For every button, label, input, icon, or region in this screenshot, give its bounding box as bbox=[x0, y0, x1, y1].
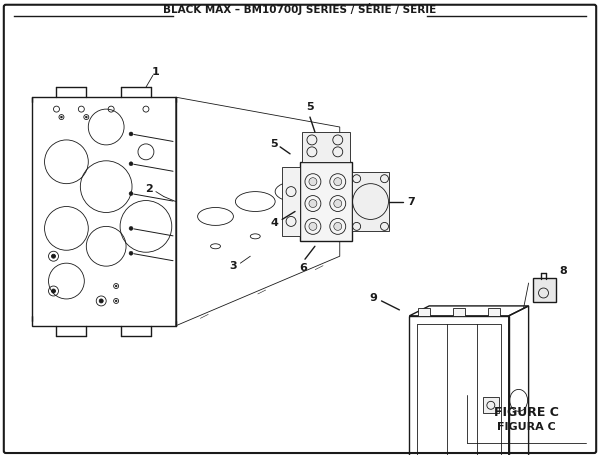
Text: 2: 2 bbox=[145, 184, 153, 194]
FancyBboxPatch shape bbox=[352, 172, 389, 231]
Circle shape bbox=[85, 116, 87, 118]
Circle shape bbox=[129, 132, 133, 136]
FancyBboxPatch shape bbox=[300, 162, 352, 241]
Text: 1: 1 bbox=[152, 67, 160, 77]
FancyBboxPatch shape bbox=[488, 308, 500, 316]
FancyBboxPatch shape bbox=[302, 132, 350, 162]
FancyBboxPatch shape bbox=[282, 167, 300, 236]
Circle shape bbox=[129, 162, 133, 166]
Text: FIGURA C: FIGURA C bbox=[497, 422, 556, 432]
FancyBboxPatch shape bbox=[483, 397, 499, 413]
Text: 8: 8 bbox=[559, 266, 567, 276]
Text: 7: 7 bbox=[407, 197, 415, 207]
Circle shape bbox=[115, 285, 117, 287]
Text: BLACK MAX – BM10700J SERIES / SÉRIE / SERIE: BLACK MAX – BM10700J SERIES / SÉRIE / SE… bbox=[163, 3, 437, 15]
FancyBboxPatch shape bbox=[453, 308, 465, 316]
Text: 5: 5 bbox=[271, 139, 278, 149]
Circle shape bbox=[99, 299, 103, 303]
Circle shape bbox=[334, 222, 342, 230]
FancyBboxPatch shape bbox=[418, 308, 430, 316]
Circle shape bbox=[129, 192, 133, 196]
Circle shape bbox=[129, 227, 133, 230]
Circle shape bbox=[115, 300, 117, 302]
Circle shape bbox=[334, 200, 342, 207]
Circle shape bbox=[309, 178, 317, 186]
Text: FIGURE C: FIGURE C bbox=[494, 406, 559, 419]
Circle shape bbox=[309, 200, 317, 207]
FancyBboxPatch shape bbox=[533, 278, 556, 302]
Circle shape bbox=[309, 222, 317, 230]
FancyBboxPatch shape bbox=[4, 5, 596, 453]
Circle shape bbox=[52, 254, 55, 258]
Text: 3: 3 bbox=[230, 261, 237, 271]
Text: 4: 4 bbox=[270, 218, 278, 228]
Text: 5: 5 bbox=[306, 102, 314, 112]
Circle shape bbox=[52, 289, 55, 293]
Circle shape bbox=[334, 178, 342, 186]
Text: 6: 6 bbox=[299, 263, 307, 273]
Circle shape bbox=[61, 116, 62, 118]
Circle shape bbox=[129, 251, 133, 255]
Text: 9: 9 bbox=[370, 293, 377, 303]
